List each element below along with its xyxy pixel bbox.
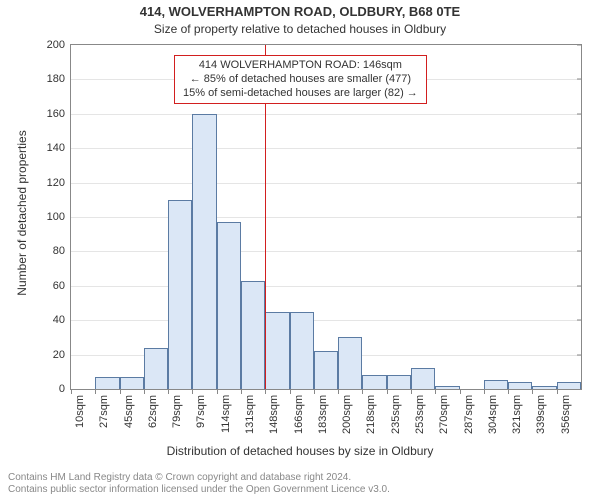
histogram-bar	[411, 368, 435, 389]
attribution-footer: Contains HM Land Registry data © Crown c…	[8, 472, 390, 496]
x-tick-label: 200sqm	[341, 395, 353, 434]
x-tick-label: 287sqm	[463, 395, 475, 434]
x-tick-label: 356sqm	[560, 395, 572, 434]
x-tick-label: 235sqm	[390, 395, 402, 434]
y-tick-label: 160	[47, 108, 71, 120]
y-tick-label: 180	[47, 73, 71, 85]
y-tick-label: 60	[53, 280, 71, 292]
x-tick-label: 304sqm	[487, 395, 499, 434]
histogram-bar	[265, 312, 289, 389]
gridline	[71, 148, 581, 149]
histogram-bar	[435, 386, 459, 389]
plot-area: 02040608010012014016018020010sqm27sqm45s…	[70, 44, 582, 390]
gridline	[71, 183, 581, 184]
histogram-bar	[362, 375, 386, 389]
gridline	[71, 286, 581, 287]
x-tick-label: 114sqm	[220, 395, 232, 433]
x-tick-label: 79sqm	[171, 395, 183, 428]
y-tick-label: 40	[53, 314, 71, 326]
histogram-bar	[95, 377, 119, 389]
y-tick-label: 200	[47, 39, 71, 51]
x-tick-label: 45sqm	[123, 395, 135, 428]
gridline	[71, 251, 581, 252]
y-tick-label: 0	[59, 383, 71, 395]
x-tick-label: 321sqm	[511, 395, 523, 434]
x-tick-label: 253sqm	[414, 395, 426, 434]
x-tick-label: 97sqm	[195, 395, 207, 428]
footer-line-1: Contains HM Land Registry data © Crown c…	[8, 472, 390, 484]
histogram-bar	[241, 281, 265, 389]
histogram-bar	[120, 377, 144, 389]
gridline	[71, 114, 581, 115]
footer-line-2: Contains public sector information licen…	[8, 484, 390, 496]
histogram-bar	[508, 382, 532, 389]
x-tick-label: 183sqm	[317, 395, 329, 434]
y-tick-label: 20	[53, 349, 71, 361]
gridline	[71, 217, 581, 218]
histogram-bar	[484, 380, 508, 389]
annotation-box: 414 WOLVERHAMPTON ROAD: 146sqm← 85% of d…	[174, 55, 427, 104]
histogram-bar	[532, 386, 556, 389]
annotation-line: ← 85% of detached houses are smaller (47…	[183, 73, 418, 87]
histogram-bar	[338, 337, 362, 389]
histogram-bar	[217, 222, 241, 389]
x-tick-label: 131sqm	[244, 395, 256, 434]
annotation-line: 414 WOLVERHAMPTON ROAD: 146sqm	[183, 59, 418, 73]
gridline	[71, 320, 581, 321]
x-tick-label: 166sqm	[293, 395, 305, 434]
histogram-bar	[144, 348, 168, 389]
histogram-bar	[290, 312, 314, 389]
x-tick-label: 339sqm	[535, 395, 547, 434]
chart-subtitle: Size of property relative to detached ho…	[0, 22, 600, 36]
annotation-line: 15% of semi-detached houses are larger (…	[183, 87, 418, 101]
x-tick-label: 27sqm	[98, 395, 110, 428]
chart-title: 414, WOLVERHAMPTON ROAD, OLDBURY, B68 0T…	[0, 4, 600, 19]
histogram-bar	[557, 382, 581, 389]
x-tick-label: 218sqm	[365, 395, 377, 434]
y-tick-label: 100	[47, 211, 71, 223]
x-axis-label: Distribution of detached houses by size …	[0, 444, 600, 458]
y-tick-label: 140	[47, 142, 71, 154]
y-axis-label: Number of detached properties	[15, 113, 29, 313]
x-tick-label: 62sqm	[147, 395, 159, 428]
x-tick-label: 270sqm	[438, 395, 450, 434]
histogram-bar	[168, 200, 192, 389]
x-tick-label: 10sqm	[74, 395, 86, 428]
y-tick-label: 120	[47, 177, 71, 189]
y-tick-label: 80	[53, 245, 71, 257]
histogram-bar	[192, 114, 216, 389]
histogram-bar	[314, 351, 338, 389]
histogram-bar	[387, 375, 411, 389]
x-tick-label: 148sqm	[268, 395, 280, 434]
